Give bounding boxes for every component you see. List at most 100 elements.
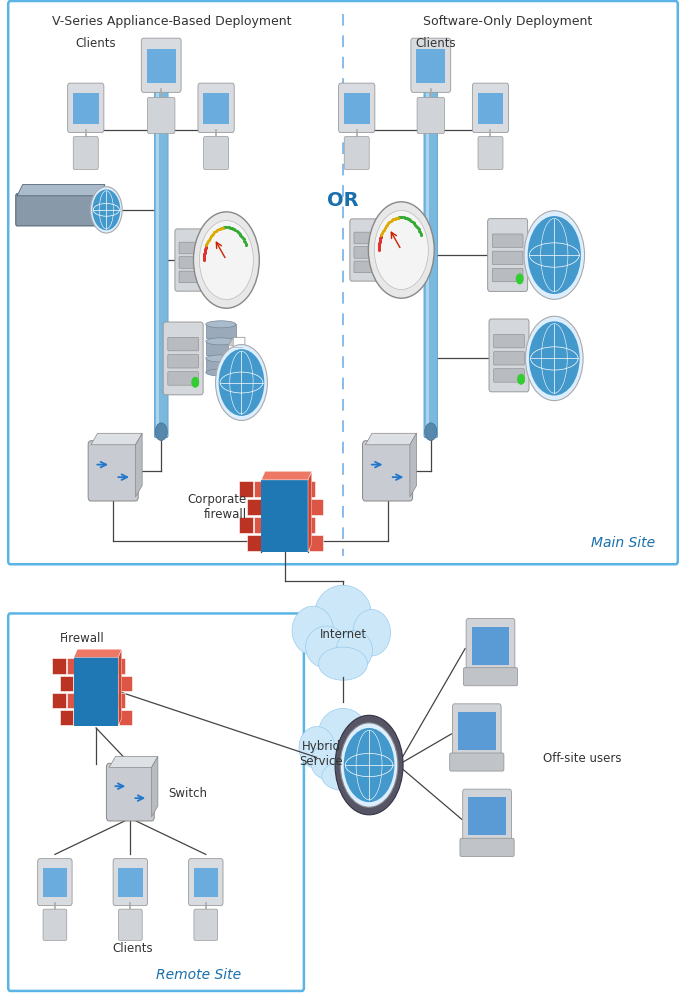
FancyBboxPatch shape [262,499,276,516]
Text: Hybrid
Service: Hybrid Service [299,739,343,767]
Text: Internet: Internet [320,628,366,640]
FancyBboxPatch shape [118,869,143,898]
FancyBboxPatch shape [494,369,524,383]
FancyBboxPatch shape [179,258,205,269]
Circle shape [375,212,428,290]
FancyBboxPatch shape [339,84,375,133]
FancyBboxPatch shape [193,869,218,898]
FancyBboxPatch shape [89,710,103,725]
FancyBboxPatch shape [309,499,323,516]
Text: Remote Site: Remote Site [156,967,241,981]
Bar [426,67,429,434]
Circle shape [200,277,205,285]
Ellipse shape [206,355,236,362]
FancyBboxPatch shape [179,243,205,255]
Ellipse shape [306,627,347,668]
Circle shape [525,317,583,401]
Polygon shape [365,434,416,445]
FancyBboxPatch shape [82,659,95,674]
Text: OR: OR [327,192,359,210]
FancyBboxPatch shape [354,262,380,274]
FancyBboxPatch shape [278,536,292,552]
Polygon shape [136,434,142,497]
FancyBboxPatch shape [462,789,512,844]
FancyBboxPatch shape [417,98,445,134]
FancyBboxPatch shape [489,320,529,392]
Circle shape [368,203,434,299]
Circle shape [425,60,437,78]
FancyBboxPatch shape [293,536,307,552]
FancyBboxPatch shape [270,518,284,534]
FancyBboxPatch shape [82,693,95,708]
FancyBboxPatch shape [112,659,125,674]
FancyBboxPatch shape [168,338,198,351]
FancyBboxPatch shape [189,859,223,906]
FancyBboxPatch shape [52,659,66,674]
FancyBboxPatch shape [493,269,523,283]
FancyBboxPatch shape [75,710,88,725]
FancyBboxPatch shape [344,137,369,171]
FancyBboxPatch shape [416,50,445,84]
FancyBboxPatch shape [73,94,99,125]
Bar [74,658,118,726]
FancyBboxPatch shape [458,712,495,750]
FancyBboxPatch shape [493,235,523,248]
FancyBboxPatch shape [473,84,508,133]
Circle shape [155,423,167,441]
Circle shape [517,275,523,285]
FancyBboxPatch shape [246,536,261,552]
Ellipse shape [206,321,236,328]
FancyBboxPatch shape [301,518,315,534]
Ellipse shape [292,607,333,655]
FancyBboxPatch shape [203,94,229,125]
FancyBboxPatch shape [163,323,203,395]
Text: Main Site: Main Site [591,536,655,550]
FancyBboxPatch shape [464,668,517,686]
FancyBboxPatch shape [104,710,117,725]
FancyBboxPatch shape [168,355,198,369]
Polygon shape [228,338,245,368]
Bar [261,480,308,553]
Circle shape [155,60,167,78]
FancyBboxPatch shape [60,676,73,691]
FancyBboxPatch shape [354,248,380,259]
Polygon shape [17,186,105,197]
FancyBboxPatch shape [73,137,98,171]
FancyBboxPatch shape [450,753,504,771]
FancyBboxPatch shape [468,797,506,835]
Ellipse shape [336,631,372,671]
Text: Clients: Clients [112,941,153,954]
FancyBboxPatch shape [194,909,217,941]
Bar [156,67,159,434]
Ellipse shape [206,338,236,345]
Circle shape [375,267,380,275]
Polygon shape [308,471,311,553]
FancyBboxPatch shape [68,84,104,133]
Text: Clients: Clients [415,37,456,50]
Circle shape [524,212,584,300]
FancyBboxPatch shape [466,619,514,673]
FancyBboxPatch shape [285,518,300,534]
FancyBboxPatch shape [16,195,101,227]
FancyBboxPatch shape [411,39,451,93]
FancyBboxPatch shape [154,63,168,438]
Ellipse shape [311,744,346,780]
Circle shape [219,350,264,416]
Text: Corporate
firewall: Corporate firewall [188,492,247,521]
FancyBboxPatch shape [119,676,132,691]
FancyBboxPatch shape [168,372,198,386]
FancyBboxPatch shape [106,763,154,821]
Ellipse shape [299,727,335,768]
Ellipse shape [351,729,384,769]
Ellipse shape [315,586,371,643]
Circle shape [344,728,394,802]
FancyBboxPatch shape [179,272,205,284]
FancyBboxPatch shape [141,39,181,93]
FancyBboxPatch shape [488,220,528,292]
Circle shape [215,345,268,421]
FancyBboxPatch shape [198,84,234,133]
Circle shape [193,213,259,309]
FancyBboxPatch shape [104,676,117,691]
Circle shape [192,378,198,388]
Circle shape [200,222,253,300]
